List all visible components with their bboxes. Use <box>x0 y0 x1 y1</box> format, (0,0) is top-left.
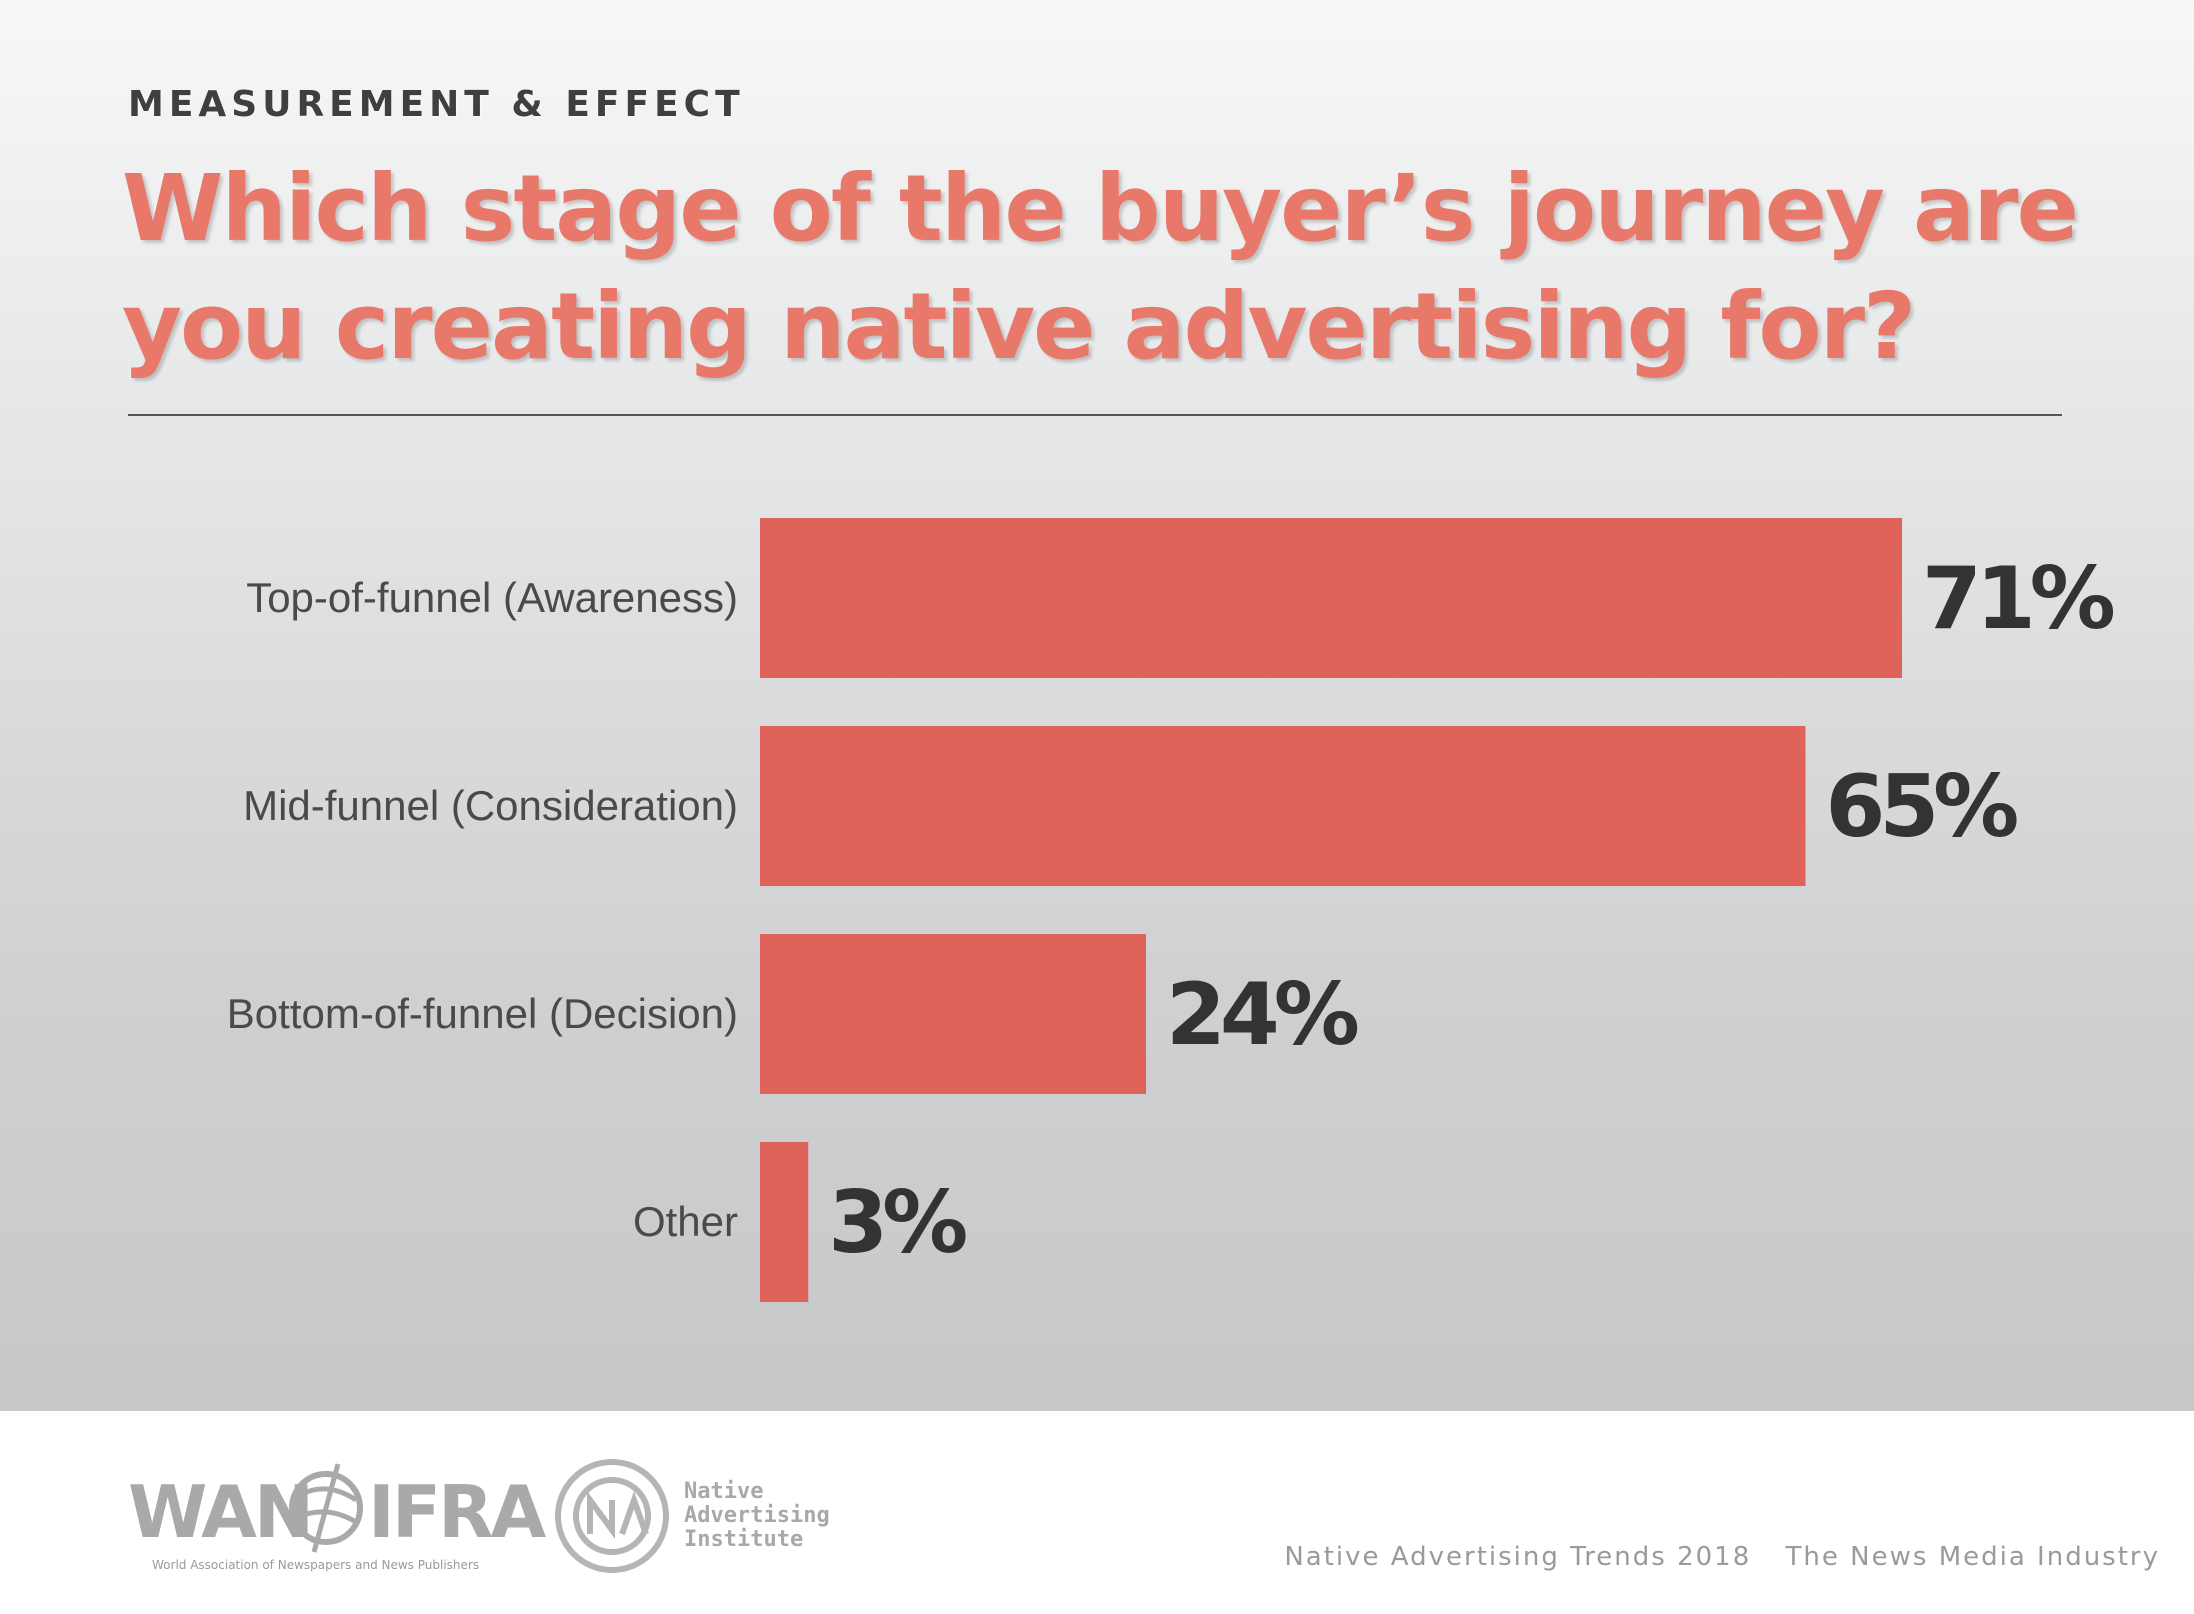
bar <box>760 1142 809 1302</box>
source-publisher: The News Media Industry <box>1785 1542 2160 1572</box>
value-label: 24% <box>1166 965 1358 1065</box>
globe-icon <box>289 1463 363 1553</box>
value-label: 71% <box>1922 549 2114 649</box>
source-credit: Native Advertising Trends 2018 The News … <box>1260 1542 2160 1572</box>
category-label: Other <box>633 1198 738 1245</box>
category-label: Top-of-funnel (Awareness) <box>246 574 738 621</box>
value-label: 65% <box>1825 757 2017 857</box>
bar <box>760 726 1806 886</box>
section-kicker: MEASUREMENT & EFFECT <box>128 84 745 125</box>
chart-title: Which stage of the buyer’s journey are y… <box>122 155 2079 380</box>
category-label: Mid-funnel (Consideration) <box>243 782 738 829</box>
source-report: Native Advertising Trends 2018 <box>1284 1542 1752 1572</box>
bar <box>760 518 1902 678</box>
value-label: 3% <box>828 1173 966 1273</box>
chart-panel <box>0 0 2194 1411</box>
bar-chart: Top-of-funnel (Awareness) 71% Mid-funnel (… <box>227 518 2120 1302</box>
title-divider <box>128 414 2062 416</box>
category-label: Bottom-of-funnel (Decision) <box>227 990 738 1037</box>
nai-logo-icon <box>555 1459 669 1573</box>
wan-ifra-tagline: World Association of Newspapers and News… <box>152 1558 480 1572</box>
bar <box>760 934 1147 1094</box>
nai-logo-text: Native Advertising Institute <box>684 1479 830 1552</box>
